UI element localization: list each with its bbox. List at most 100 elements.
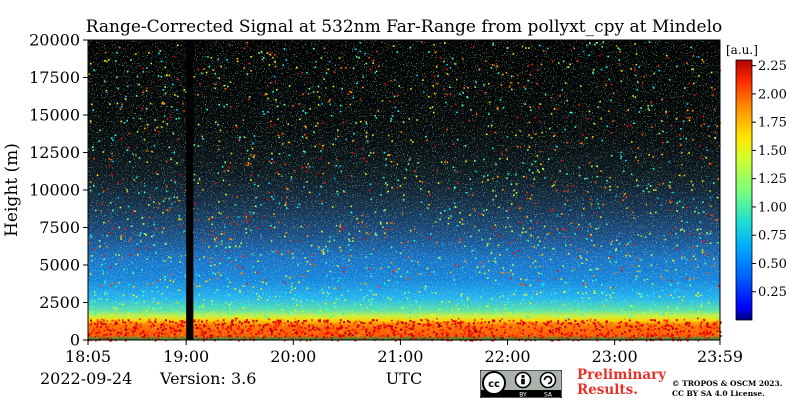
heatmap-cell	[419, 188, 422, 190]
heatmap-cell	[335, 298, 338, 300]
heatmap-cell	[274, 295, 277, 298]
heatmap-cell	[165, 298, 168, 300]
heatmap-cell	[197, 218, 199, 221]
heatmap-cell	[712, 182, 715, 184]
heatmap-cell	[648, 191, 651, 193]
heatmap-cell	[130, 237, 132, 240]
heatmap-cell	[651, 126, 653, 128]
heatmap-cell	[490, 124, 493, 127]
heatmap-cell	[104, 59, 106, 62]
heatmap-cell	[604, 186, 607, 189]
x-axis: 18:05 19:00 20:00 21:00 22:00 23:00 23:59	[65, 340, 743, 366]
heatmap-cell	[158, 331, 161, 334]
heatmap-cell	[110, 266, 112, 269]
heatmap-cell	[427, 273, 430, 275]
heatmap-cell	[283, 319, 285, 322]
heatmap-cell	[521, 337, 523, 339]
heatmap-cell	[262, 56, 265, 59]
heatmap-cell	[661, 289, 664, 292]
heatmap-cell	[615, 249, 617, 251]
heatmap-cell	[217, 58, 219, 61]
heatmap-cell	[184, 189, 187, 192]
heatmap-cell	[621, 266, 624, 269]
heatmap-cell	[598, 323, 601, 326]
heatmap-cell	[514, 327, 516, 330]
heatmap-cell	[538, 171, 540, 173]
heatmap-cell	[106, 326, 109, 328]
heatmap-cell	[629, 240, 632, 243]
heatmap-cell	[532, 322, 535, 325]
heatmap-cell	[183, 89, 186, 91]
heatmap-cell	[218, 104, 221, 106]
heatmap-cell	[455, 334, 458, 337]
heatmap-cell	[222, 319, 225, 322]
heatmap-cell	[219, 129, 222, 132]
heatmap-cell	[234, 267, 237, 270]
heatmap-cell	[718, 231, 721, 233]
heatmap-cell	[289, 239, 291, 242]
heatmap-cell	[135, 267, 138, 269]
heatmap-cell	[487, 179, 489, 181]
heatmap-cell	[405, 168, 408, 171]
heatmap-cell	[645, 336, 648, 339]
heatmap-cell	[701, 180, 704, 182]
heatmap-cell	[537, 69, 539, 71]
heatmap-cell	[282, 64, 285, 66]
heatmap-cell	[572, 185, 575, 188]
heatmap-cell	[680, 330, 683, 333]
heatmap-cell	[291, 253, 294, 255]
heatmap-cell	[637, 316, 639, 318]
heatmap-cell	[276, 105, 279, 108]
heatmap-cell	[296, 322, 299, 325]
heatmap-cell	[305, 166, 308, 169]
cc-icon	[482, 371, 506, 395]
heatmap-cell	[260, 254, 262, 256]
heatmap-cell	[339, 110, 342, 113]
heatmap-cell	[151, 290, 153, 293]
heatmap-cell	[481, 238, 484, 241]
heatmap-cell	[665, 320, 668, 323]
heatmap-cell	[485, 323, 487, 325]
heatmap-cell	[343, 191, 346, 193]
heatmap-cell	[675, 233, 677, 235]
heatmap-cell	[91, 259, 93, 262]
heatmap-cell	[279, 319, 282, 322]
heatmap-cell	[655, 211, 657, 214]
y-tick-label: 12500	[29, 143, 80, 162]
heatmap-cell	[294, 309, 297, 312]
heatmap-cell	[567, 66, 570, 69]
heatmap-cell	[456, 139, 459, 141]
heatmap-cell	[634, 69, 636, 71]
heatmap-cell	[508, 272, 511, 274]
heatmap-cell	[285, 202, 287, 205]
heatmap-cell	[701, 251, 704, 254]
heatmap-cell	[97, 320, 100, 323]
heatmap-cell	[699, 145, 702, 147]
heatmap-cell	[304, 112, 307, 114]
heatmap-cell	[332, 314, 335, 317]
heatmap-cell	[461, 57, 464, 60]
heatmap-cell	[495, 163, 497, 166]
heatmap-cell	[176, 301, 179, 304]
heatmap-cell	[510, 82, 512, 84]
heatmap-cell	[234, 332, 237, 335]
heatmap-cell	[170, 331, 173, 334]
heatmap-cell	[273, 328, 276, 331]
heatmap-cell	[319, 157, 321, 160]
heatmap-cell	[410, 331, 413, 333]
heatmap-cell	[269, 52, 272, 54]
heatmap-cell	[601, 46, 604, 48]
heatmap-cell	[314, 66, 317, 69]
heatmap-cell	[203, 281, 206, 283]
heatmap-cell	[400, 321, 403, 324]
heatmap-cell	[290, 275, 293, 278]
heatmap-cell	[669, 325, 672, 328]
heatmap-cell	[368, 154, 370, 157]
heatmap-cell	[598, 329, 601, 332]
heatmap-cell	[154, 321, 157, 324]
heatmap-cell	[120, 328, 123, 331]
heatmap-cell	[198, 285, 201, 287]
heatmap-cell	[543, 246, 546, 249]
heatmap-cell	[183, 329, 186, 332]
heatmap-cell	[296, 304, 298, 306]
